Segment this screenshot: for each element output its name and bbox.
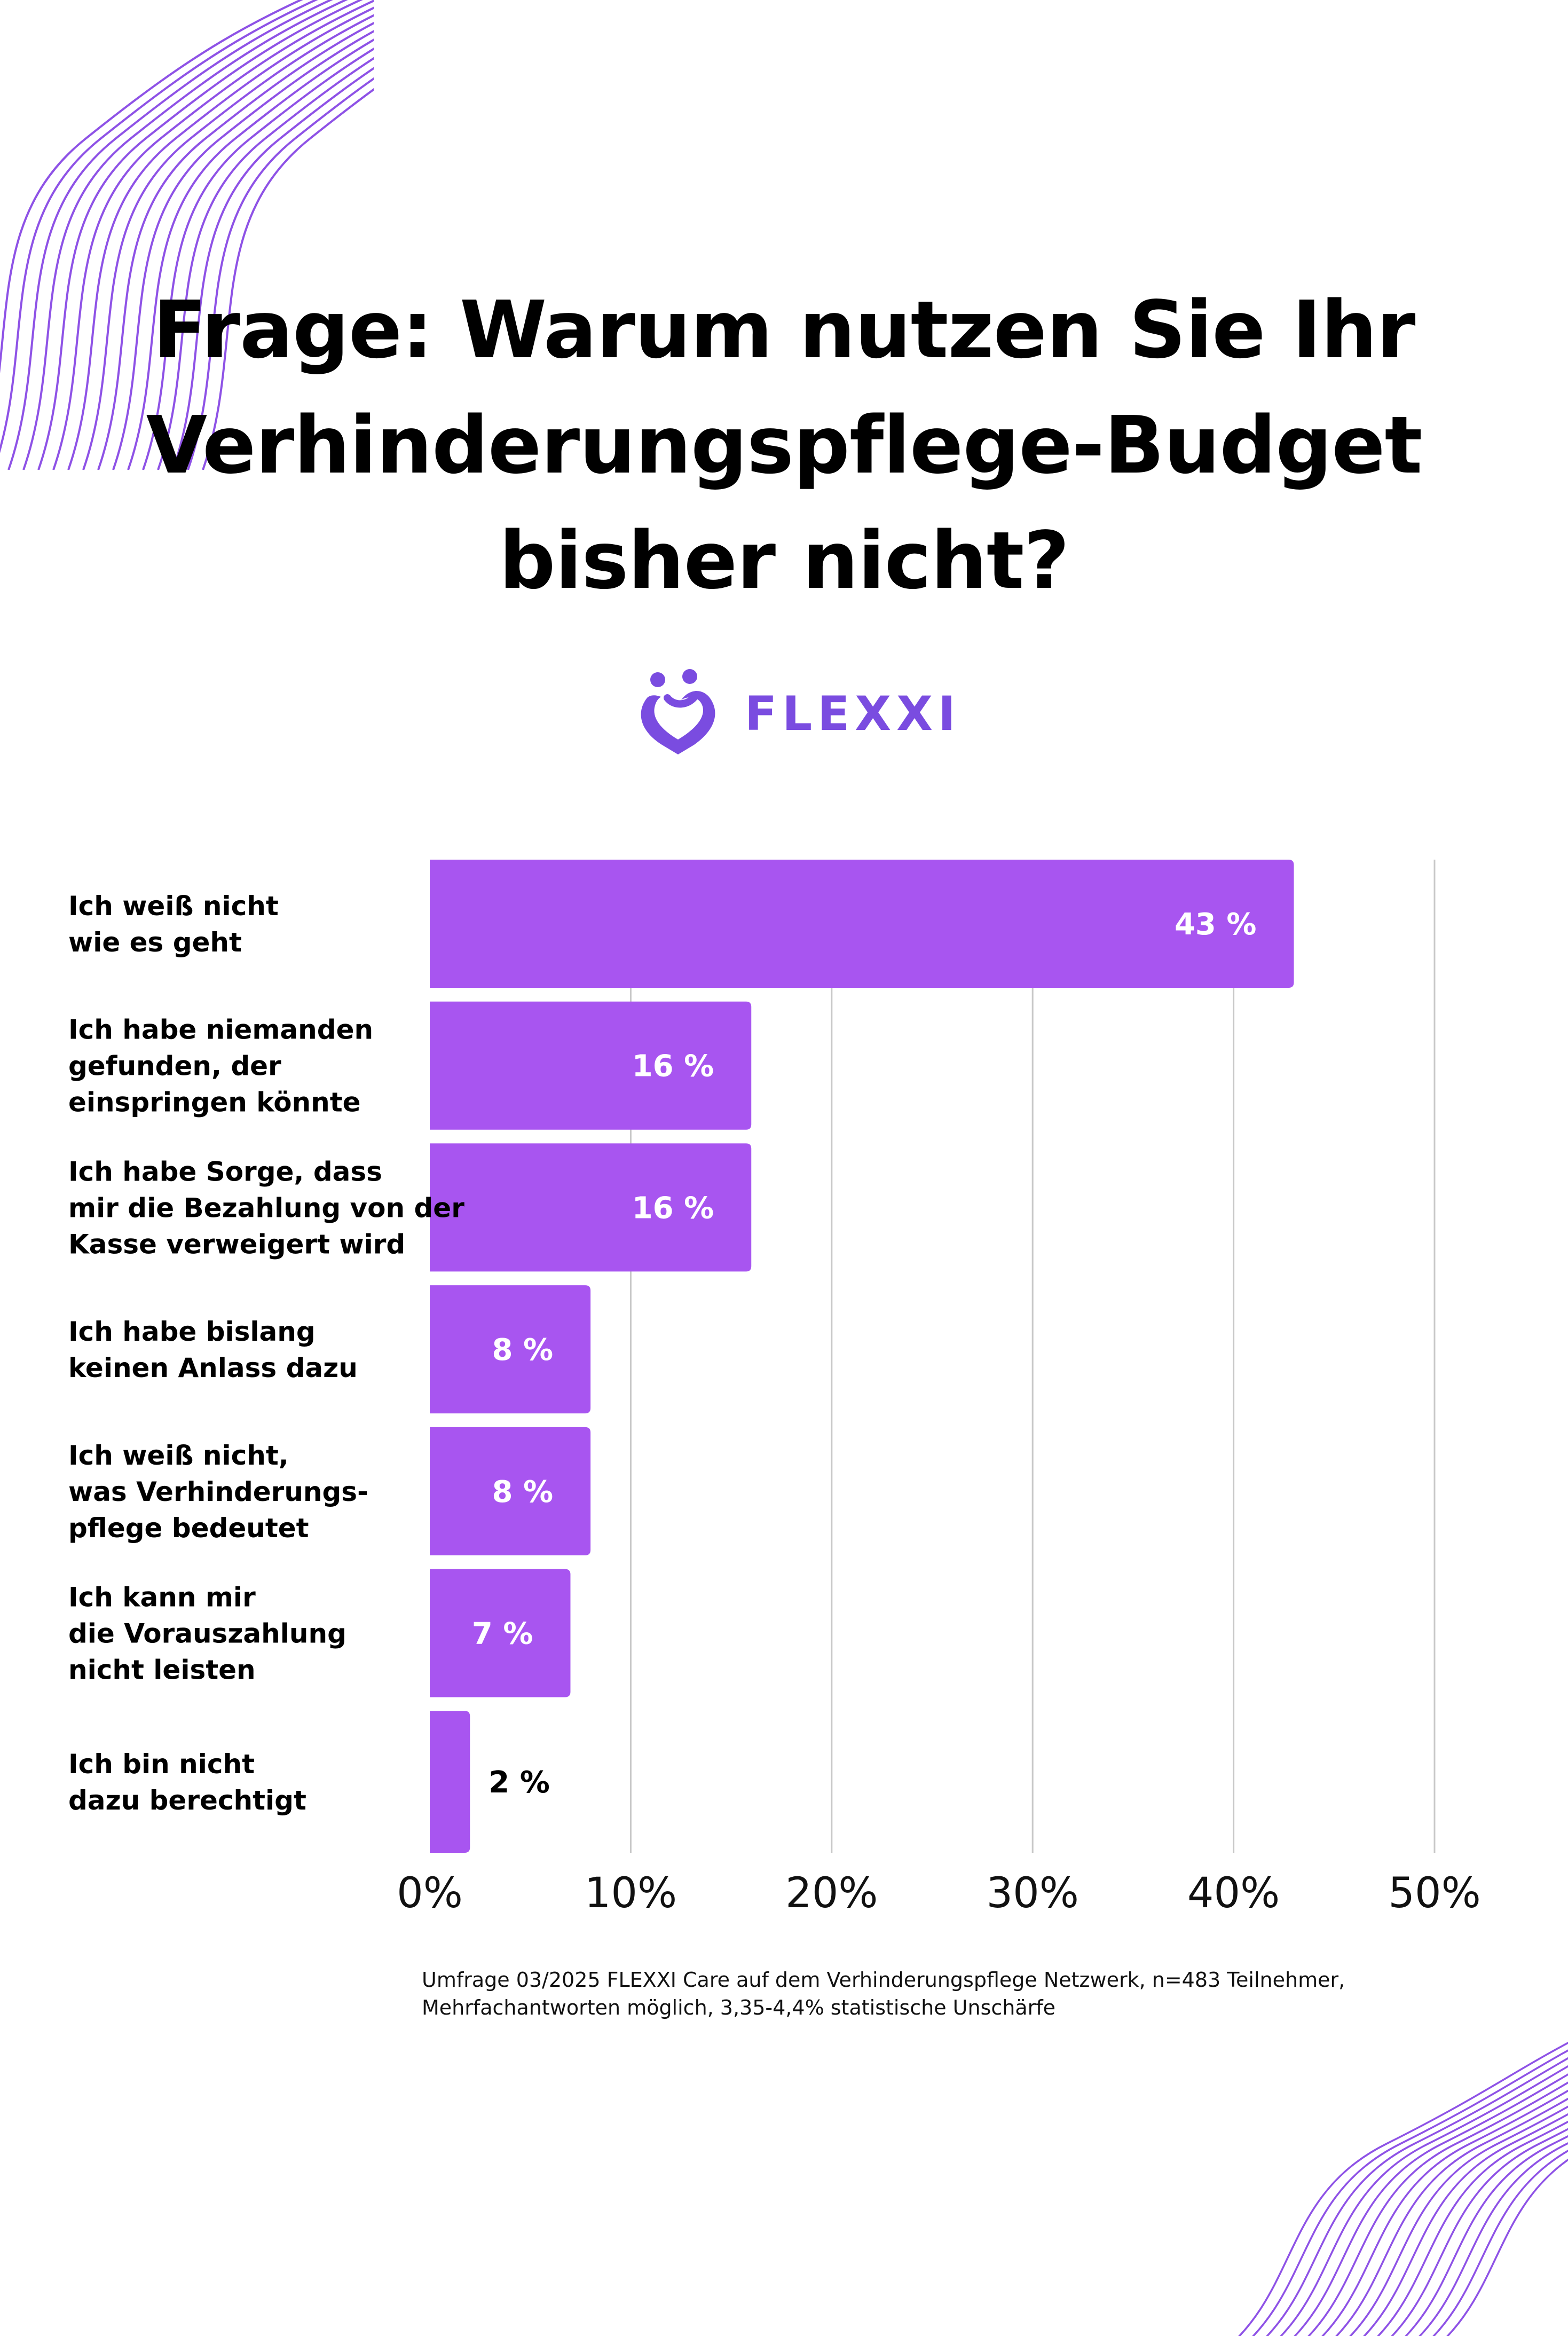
- wave-line: [1294, 2073, 1568, 2336]
- wave-line: [1321, 2089, 1568, 2336]
- wave-line: [67, 6, 374, 470]
- bar-chart: 0% 10% 20% 30% 40% 50% 43 % Ich weiß nicht wie e…: [68, 860, 1481, 1917]
- wave-line: [22, 0, 348, 470]
- wave-line: [1419, 2142, 1568, 2336]
- bar: [430, 1001, 752, 1130]
- wave-line: [52, 0, 374, 470]
- category-label: Ich weiß nicht, was Verhinderungs-pflege …: [68, 1440, 368, 1544]
- wave-line: [7, 0, 333, 470]
- x-tick-label: 30%: [987, 1869, 1079, 1917]
- wave-line: [1335, 2097, 1568, 2336]
- bar-value-label: 8 %: [492, 1475, 554, 1509]
- bar: [430, 1285, 591, 1414]
- wave-line: [82, 14, 374, 470]
- bar-value-label: 7 %: [472, 1617, 533, 1651]
- wave-line: [127, 38, 374, 470]
- category-label: Ich habe Sorge, dass mir die Bezahlung vo…: [68, 1156, 464, 1260]
- wave-line: [1266, 2057, 1568, 2336]
- wave-line: [37, 0, 363, 470]
- bar: [430, 1143, 752, 1272]
- title-line: Frage: Warum nutzen Sie Ihr: [153, 284, 1416, 376]
- bar-value-label: 16 %: [632, 1049, 714, 1084]
- wave-line: [0, 0, 303, 373]
- wave-line: [157, 57, 374, 470]
- wave-line: [0, 0, 318, 453]
- wave-line: [1252, 2049, 1568, 2336]
- bar: [430, 1569, 571, 1697]
- bar-value-label: 16 %: [632, 1191, 714, 1225]
- decorative-wave-lines-top-left: [0, 0, 374, 470]
- wave-line: [202, 88, 374, 470]
- wave-line: [1405, 2135, 1568, 2336]
- x-tick-label: 50%: [1388, 1869, 1480, 1917]
- page-title: Frage: Warum nutzen Sie Ihr Verhinderung…: [0, 272, 1568, 618]
- x-tick-label: 0%: [397, 1869, 463, 1917]
- category-label: Ich weiß nicht wie es geht: [68, 891, 279, 958]
- wave-line: [1391, 2128, 1568, 2336]
- category-label: Ich kann mir die Vorauszahlung nicht leist…: [68, 1582, 346, 1686]
- bar-value-label: 2 %: [488, 1765, 550, 1800]
- x-tick-label: 40%: [1187, 1869, 1280, 1917]
- x-tick-label: 20%: [785, 1869, 878, 1917]
- flexxi-logo: FLEXXI: [630, 665, 956, 761]
- wave-line: [172, 67, 374, 470]
- x-tick-label: 10%: [585, 1869, 677, 1917]
- category-label: Ich habe bislang keinen Anlass dazu: [68, 1316, 358, 1383]
- bar-value-label: 8 %: [492, 1333, 554, 1367]
- title-line: bisher nicht?: [499, 515, 1070, 607]
- bar: [430, 1427, 591, 1555]
- bar: [430, 1711, 470, 1853]
- title-line: Verhinderungspflege-Budget: [146, 399, 1423, 491]
- wave-line: [1432, 2150, 1568, 2336]
- wave-line: [97, 21, 374, 470]
- bar: [430, 860, 1294, 988]
- wave-line: [1238, 2042, 1568, 2336]
- wave-line: [1349, 2105, 1568, 2336]
- wave-line: [142, 48, 374, 470]
- wave-line: [1377, 2120, 1568, 2336]
- survey-footnote: Umfrage 03/2025 FLEXXI Care auf dem Verh…: [422, 1968, 1345, 2019]
- category-label: Ich bin nicht dazu berechtigt: [68, 1749, 306, 1816]
- wave-line: [1446, 2158, 1568, 2336]
- bar-value-label: 43 %: [1175, 907, 1257, 942]
- wave-line: [187, 77, 374, 470]
- wave-line: [1363, 2113, 1568, 2336]
- decorative-wave-lines-bottom-right: [1238, 2042, 1568, 2336]
- wave-line: [1307, 2081, 1568, 2336]
- category-label: Ich habe niemanden gefunden, der einspring…: [68, 1014, 373, 1118]
- wave-line: [1280, 2065, 1568, 2336]
- wave-line: [112, 30, 374, 470]
- heart-people-icon: [641, 669, 715, 754]
- brand-name: FLEXXI: [745, 686, 961, 741]
